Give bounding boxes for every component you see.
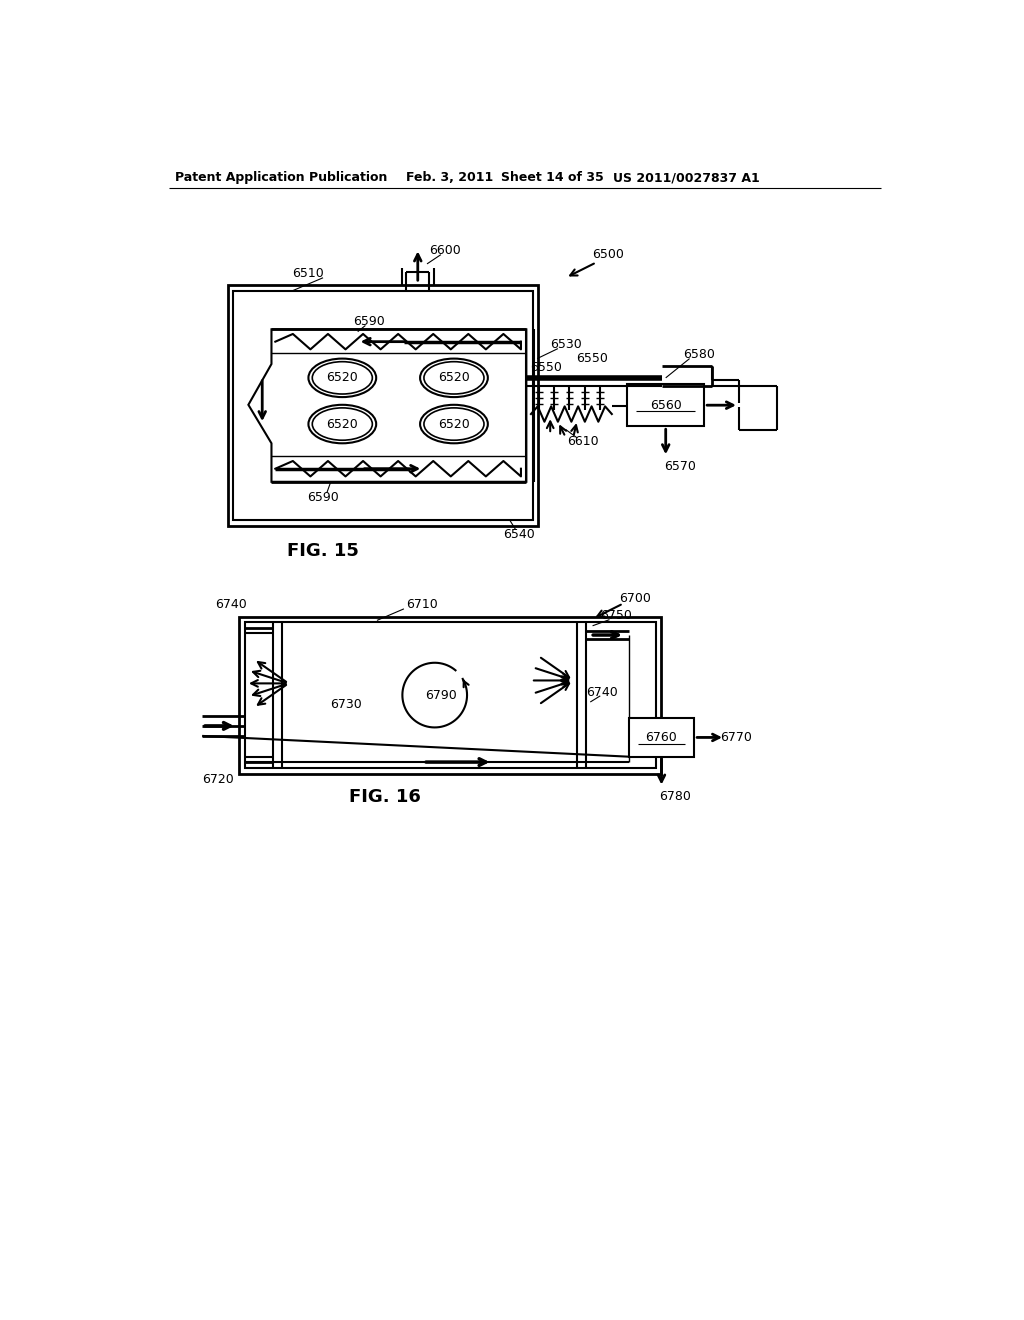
Text: Sheet 14 of 35: Sheet 14 of 35 xyxy=(501,172,604,185)
Text: 6550: 6550 xyxy=(530,362,562,375)
Text: 6720: 6720 xyxy=(202,774,233,787)
Text: 6520: 6520 xyxy=(327,371,358,384)
Text: FIG. 15: FIG. 15 xyxy=(287,543,359,560)
Text: 6590: 6590 xyxy=(353,315,385,329)
Bar xyxy=(245,622,655,768)
Text: 6750: 6750 xyxy=(600,610,632,622)
Ellipse shape xyxy=(420,359,487,397)
Ellipse shape xyxy=(308,359,376,397)
Text: US 2011/0027837 A1: US 2011/0027837 A1 xyxy=(613,172,760,185)
Bar xyxy=(629,718,694,756)
Text: 6740: 6740 xyxy=(215,598,247,611)
Text: 6760: 6760 xyxy=(645,731,677,744)
Text: 6520: 6520 xyxy=(327,417,358,430)
Text: 6550: 6550 xyxy=(577,352,608,366)
Bar xyxy=(227,285,538,525)
Text: 6530: 6530 xyxy=(550,338,582,351)
Text: 6700: 6700 xyxy=(618,593,651,606)
Text: 6580: 6580 xyxy=(683,348,715,362)
Text: 6710: 6710 xyxy=(406,598,437,611)
Bar xyxy=(240,616,662,774)
Text: 6540: 6540 xyxy=(504,528,536,541)
Text: 6790: 6790 xyxy=(425,689,457,702)
Text: 6560: 6560 xyxy=(650,399,682,412)
Text: 6520: 6520 xyxy=(438,417,470,430)
Text: FIG. 16: FIG. 16 xyxy=(349,788,421,807)
Text: Patent Application Publication: Patent Application Publication xyxy=(174,172,387,185)
Text: 6590: 6590 xyxy=(307,491,339,504)
Ellipse shape xyxy=(308,405,376,444)
Text: 6730: 6730 xyxy=(331,698,362,711)
Text: 6570: 6570 xyxy=(664,459,695,473)
Text: Feb. 3, 2011: Feb. 3, 2011 xyxy=(407,172,494,185)
Text: 6520: 6520 xyxy=(438,371,470,384)
Text: 6740: 6740 xyxy=(586,685,617,698)
Bar xyxy=(233,290,532,520)
Text: 6600: 6600 xyxy=(429,244,461,257)
Bar xyxy=(628,384,705,426)
Text: 6780: 6780 xyxy=(659,791,691,804)
Text: 6610: 6610 xyxy=(567,436,599,449)
Text: 6500: 6500 xyxy=(592,248,624,261)
Text: 6510: 6510 xyxy=(292,268,324,280)
Ellipse shape xyxy=(420,405,487,444)
Text: 6770: 6770 xyxy=(721,731,753,744)
